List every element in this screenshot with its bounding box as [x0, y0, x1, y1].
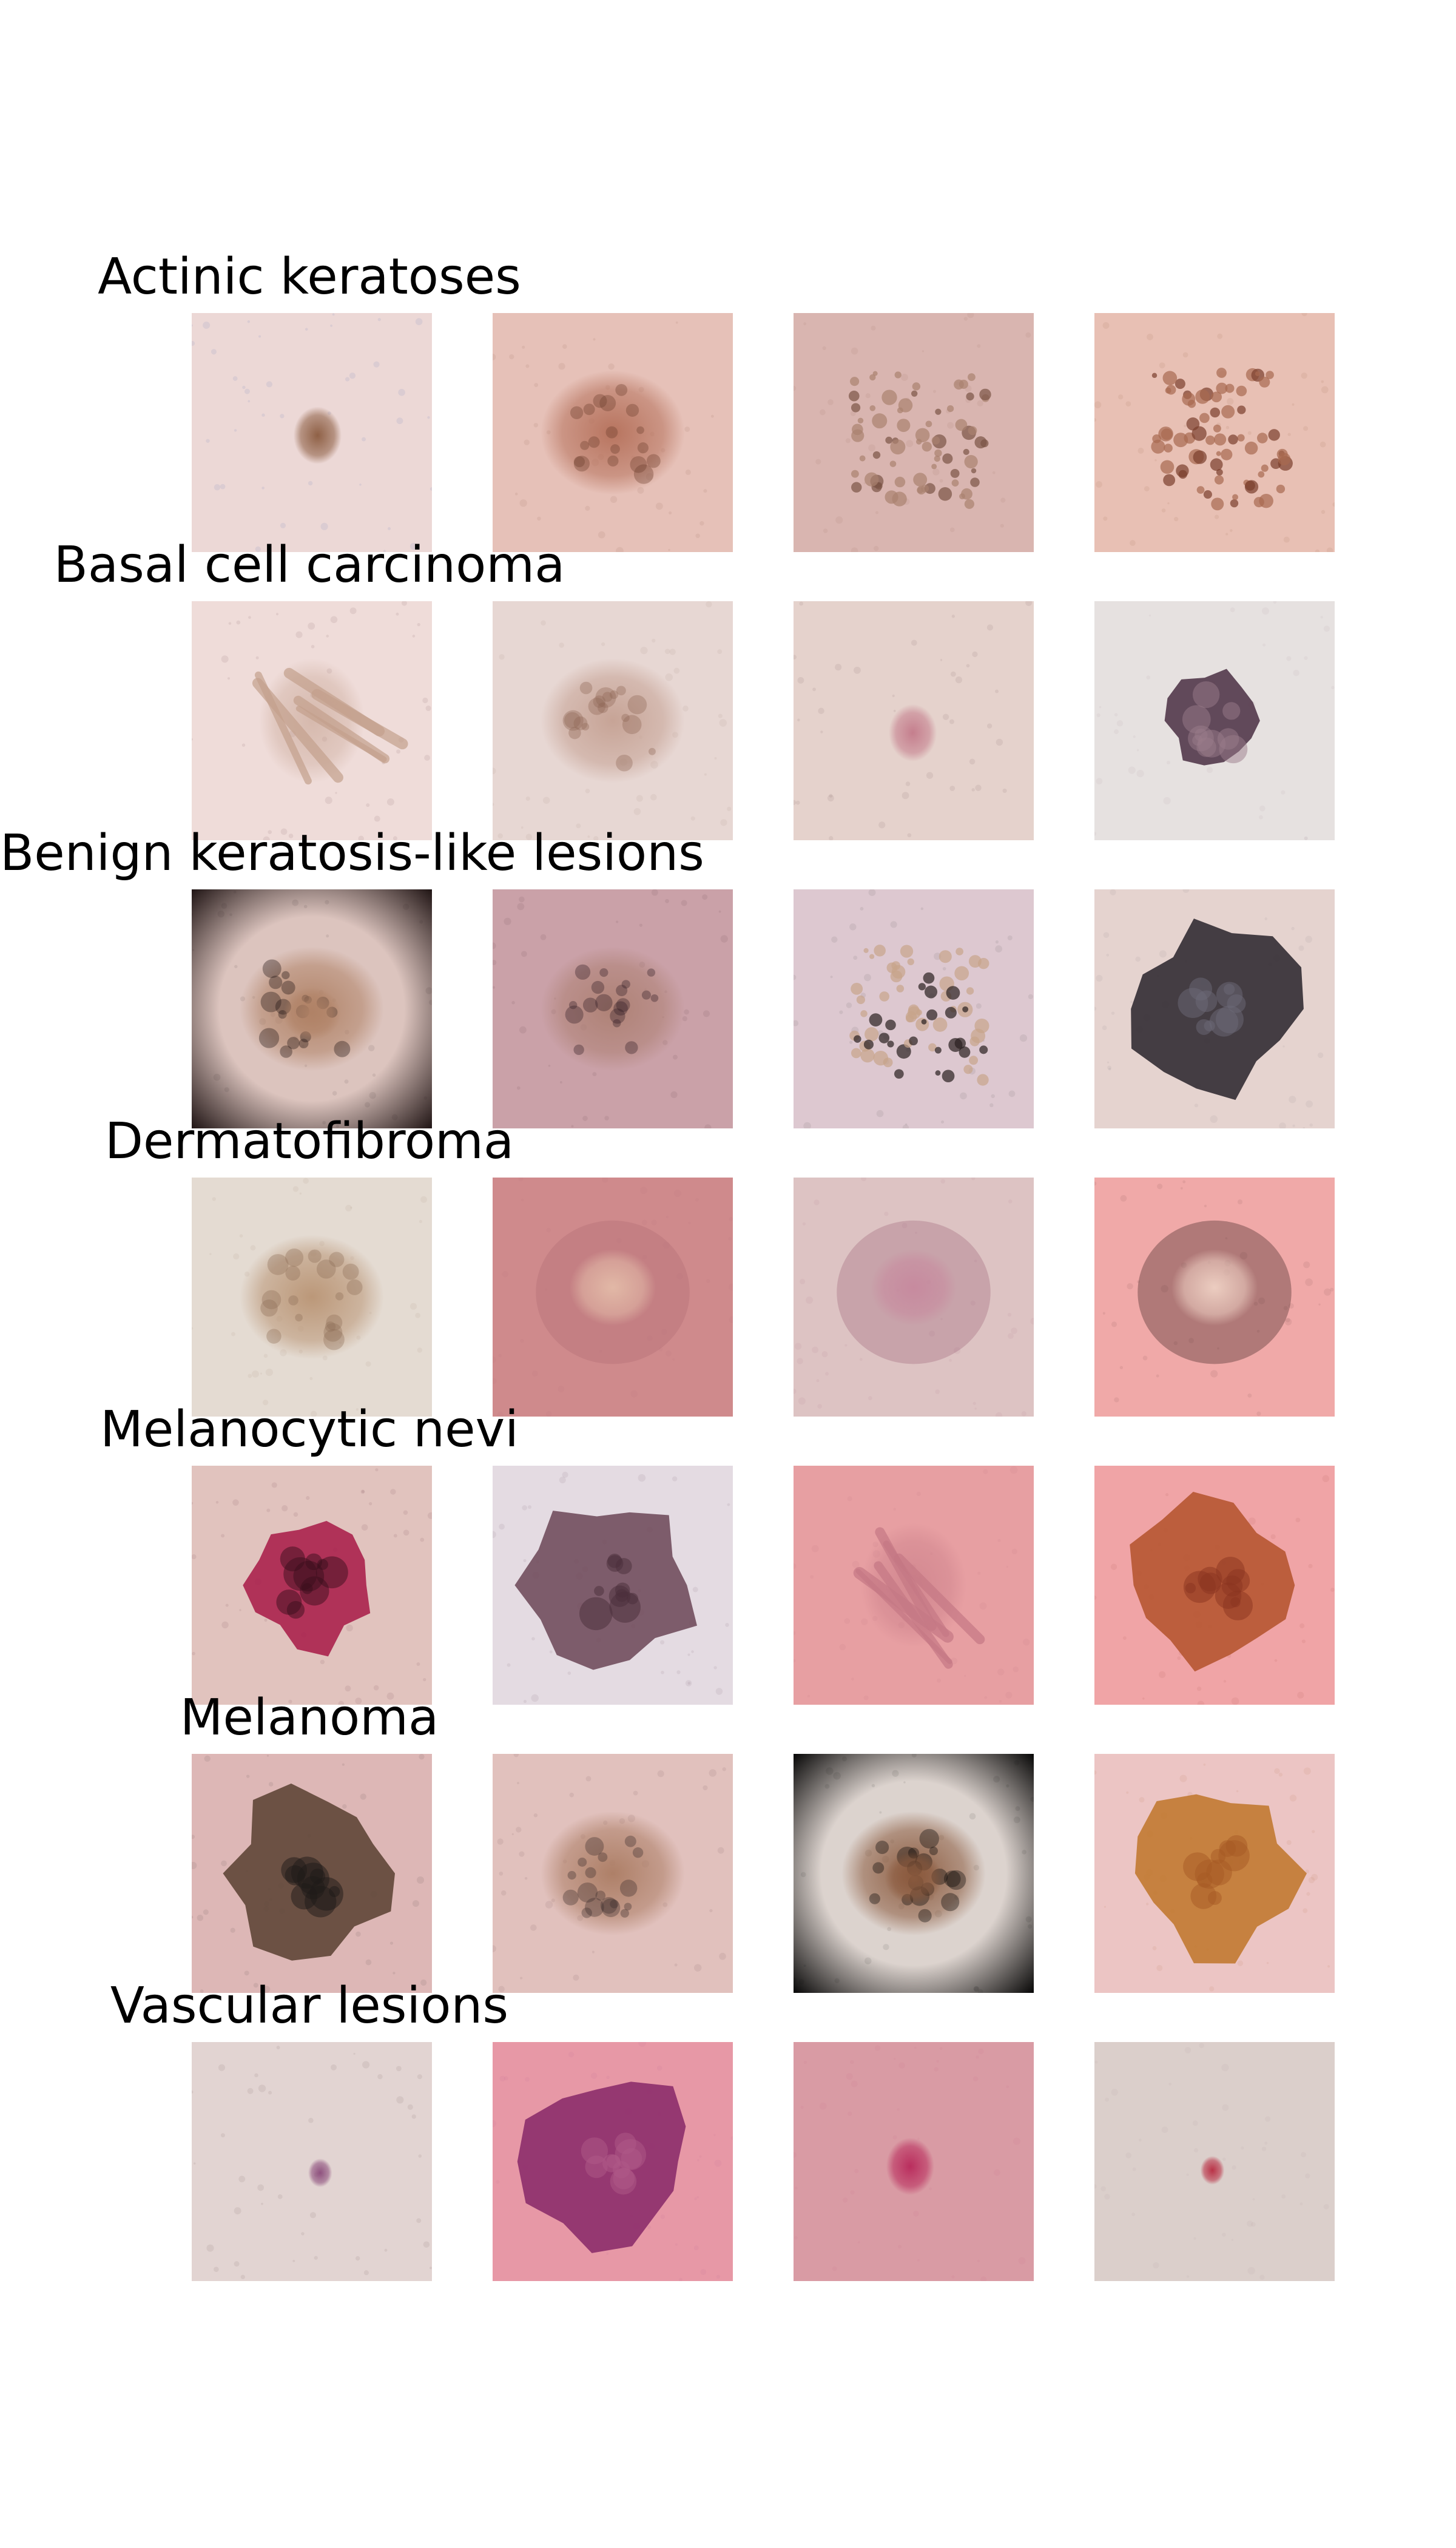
row-title: Basal cell carcinoma — [53, 536, 565, 594]
lesion-photo — [794, 601, 1034, 840]
lesion-image — [794, 1754, 1034, 1993]
row-title: Benign keratosis-like lesions — [0, 824, 704, 882]
lesion-image — [794, 313, 1034, 552]
lesion-photo — [1094, 313, 1335, 552]
lesion-image — [493, 2042, 733, 2281]
row-title: Melanoma — [180, 1689, 439, 1747]
lesion-photo — [794, 1466, 1034, 1705]
lesion-image — [192, 889, 432, 1128]
lesion-image — [493, 1178, 733, 1417]
lesion-photo — [192, 2042, 432, 2281]
lesion-photo — [1094, 889, 1335, 1128]
lesion-image — [493, 601, 733, 840]
lesion-image — [1094, 313, 1335, 552]
lesion-image — [493, 889, 733, 1128]
lesion-image — [794, 1466, 1034, 1705]
lesion-photo — [493, 1178, 733, 1417]
lesion-photo — [794, 1754, 1034, 1993]
lesion-image — [192, 313, 432, 552]
lesion-image — [1094, 1466, 1335, 1705]
lesion-image — [794, 601, 1034, 840]
lesion-photo — [192, 601, 432, 840]
lesion-photo — [794, 889, 1034, 1128]
row-title: Melanocytic nevi — [100, 1401, 519, 1458]
lesion-photo — [1094, 1754, 1335, 1993]
lesion-image — [192, 2042, 432, 2281]
lesion-photo — [794, 2042, 1034, 2281]
lesion-photo — [1094, 601, 1335, 840]
lesion-photo — [1094, 1178, 1335, 1417]
lesion-image — [192, 1466, 432, 1705]
lesion-image — [794, 1178, 1034, 1417]
lesion-photo — [192, 1754, 432, 1993]
lesion-photo — [493, 313, 733, 552]
lesion-image — [493, 1754, 733, 1993]
lesion-photo — [192, 1466, 432, 1705]
lesion-photo — [192, 313, 432, 552]
row-title: Dermatofibroma — [104, 1113, 514, 1170]
lesion-photo — [1094, 1466, 1335, 1705]
lesion-image — [192, 1754, 432, 1993]
lesion-photo — [794, 313, 1034, 552]
lesion-photo — [1094, 2042, 1335, 2281]
row-title: Actinic keratoses — [98, 248, 521, 306]
lesion-image — [1094, 889, 1335, 1128]
lesion-image — [794, 889, 1034, 1128]
lesion-photo — [493, 601, 733, 840]
lesion-photo — [493, 1466, 733, 1705]
lesion-image — [192, 601, 432, 840]
row-title: Vascular lesions — [110, 1977, 509, 2035]
lesion-photo — [493, 1754, 733, 1993]
lesion-photo — [192, 889, 432, 1128]
lesion-photo — [192, 1178, 432, 1417]
lesion-image — [493, 1466, 733, 1705]
lesion-photo — [493, 2042, 733, 2281]
lesion-image — [794, 2042, 1034, 2281]
lesion-image — [1094, 2042, 1335, 2281]
lesion-photo — [493, 889, 733, 1128]
lesion-image — [1094, 1754, 1335, 1993]
lesion-image — [192, 1178, 432, 1417]
lesion-image — [493, 313, 733, 552]
lesion-image — [1094, 1178, 1335, 1417]
lesion-photo — [794, 1178, 1034, 1417]
lesion-image — [1094, 601, 1335, 840]
